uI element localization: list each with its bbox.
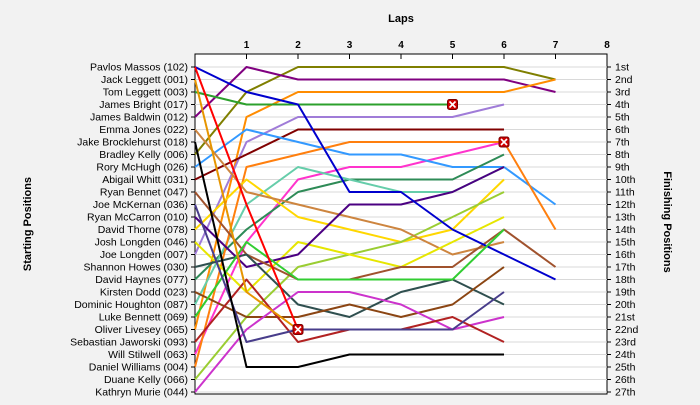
starting-position-label: Joe Longden (007): [100, 249, 188, 261]
series-line: [194, 204, 505, 343]
starting-position-label: Sebastian Jaworski (093): [70, 337, 188, 349]
series-line: [194, 66, 556, 156]
starting-position-label: Kirsten Dodd (023): [100, 287, 188, 299]
series-line: [194, 141, 557, 368]
x-tick-label: 4: [398, 40, 404, 51]
finishing-position-label: 12th: [615, 199, 636, 211]
series-line: [194, 66, 299, 330]
starting-position-label: Daniel Williams (004): [89, 362, 188, 374]
starting-position-label: James Bright (017): [99, 99, 188, 111]
right-axis-title: Finishing Positions: [661, 171, 673, 272]
finishing-position-label: 20th: [615, 299, 636, 311]
left-axis-title: Starting Positions: [22, 177, 34, 271]
x-axis-title: Laps: [388, 13, 414, 25]
series-line: [194, 128, 557, 206]
starting-position-label: Rory McHugh (026): [96, 162, 188, 174]
starting-position-label: Shannon Howes (030): [84, 262, 188, 274]
finishing-position-label: 26th: [615, 374, 636, 386]
dnf-markers: [292, 99, 510, 335]
series-line: [194, 66, 556, 118]
starting-position-label: David Haynes (077): [95, 274, 188, 286]
finishing-position-label: 15th: [615, 237, 636, 249]
series-line: [194, 103, 505, 255]
finishing-position-label: 7th: [615, 137, 630, 149]
series-lines: [194, 66, 557, 393]
finishing-position-label: 19th: [615, 287, 636, 299]
x-tick-label: 5: [450, 40, 456, 51]
series-line: [194, 128, 504, 181]
finishing-position-label: 10th: [615, 174, 636, 186]
starting-position-label: Jake Brocklehurst (018): [77, 137, 188, 149]
x-tick-label: 8: [604, 40, 610, 51]
series-line: [194, 78, 556, 330]
starting-position-label: Kathryn Murie (044): [95, 387, 188, 399]
series-line: [194, 191, 557, 281]
starting-position-label: Abigail Whitt (031): [102, 174, 188, 186]
starting-position-label: David Thorne (078): [98, 224, 188, 236]
series-line: [194, 166, 505, 268]
retired-marker: [292, 324, 304, 335]
x-tick-label: 2: [295, 40, 301, 51]
starting-position-label: Luke Bennett (069): [99, 312, 188, 324]
series-line: [194, 79, 299, 331]
finishing-position-label: 21st: [615, 312, 635, 324]
finishing-position-label: 13th: [615, 212, 636, 224]
finishing-position-label: 16th: [615, 249, 636, 261]
x-tick-label: 1: [244, 40, 250, 51]
starting-position-label: Ryan McCarron (010): [87, 212, 188, 224]
starting-position-label: Emma Jones (022): [99, 124, 188, 136]
finishing-position-label: 23rd: [615, 337, 636, 349]
starting-position-label: James Baldwin (012): [90, 112, 188, 124]
series-line: [194, 128, 505, 256]
series-line: [194, 141, 504, 368]
finishing-position-label: 5th: [615, 112, 630, 124]
finishing-position-label: 6th: [615, 124, 630, 136]
starting-position-label: Duane Kelly (066): [104, 374, 188, 386]
starting-position-label: Pavlos Massos (102): [90, 62, 188, 74]
retired-marker: [447, 99, 458, 110]
retired-marker: [498, 136, 510, 148]
finishing-position-label: 3rd: [615, 87, 630, 99]
finishing-position-label: 25th: [615, 362, 636, 374]
finishing-position-label: 4th: [615, 99, 630, 111]
finishing-position-label: 24th: [615, 349, 636, 361]
series-line: [194, 228, 505, 318]
finishing-position-label: 8th: [615, 149, 630, 161]
finishing-position-label: 11th: [615, 187, 635, 199]
starting-position-label: Josh Longden (046): [95, 237, 188, 249]
x-ticks: 1 2 3 4 5 6 7 8: [244, 40, 610, 59]
starting-position-label: Joe McKernan (036): [93, 199, 188, 211]
starting-position-label: Dominic Houghton (087): [74, 299, 188, 311]
finishing-position-label: 18th: [615, 274, 636, 286]
starting-position-label: Ryan Bennet (047): [100, 187, 188, 199]
starting-position-label: Bradley Kelly (006): [99, 149, 188, 161]
starting-position-label: Jack Leggett (001): [101, 74, 188, 86]
finishing-position-label: 27th: [615, 387, 636, 399]
finishing-position-label: 22nd: [615, 324, 639, 336]
starting-labels: Pavlos Massos (102)Jack Leggett (001)Tom…: [70, 62, 195, 399]
series-line: [194, 66, 556, 281]
x-tick-label: 7: [553, 40, 559, 51]
finishing-position-label: 2nd: [615, 74, 633, 86]
starting-position-label: Oliver Livesey (065): [95, 324, 188, 336]
x-tick-label: 6: [501, 40, 507, 51]
x-tick-label: 3: [347, 40, 353, 51]
finishing-position-label: 17th: [615, 262, 636, 274]
finishing-position-label: 9th: [615, 162, 630, 174]
series-line: [194, 91, 453, 106]
starting-position-label: Will Stilwell (063): [108, 349, 188, 361]
starting-position-label: Tom Leggett (003): [103, 87, 188, 99]
series-line: [194, 266, 505, 318]
finishing-position-label: 14th: [615, 224, 636, 236]
finishing-labels: 1st2nd3rd4th5th6th7th8th9th10th11th12th1…: [607, 62, 639, 399]
finishing-position-label: 1st: [615, 62, 629, 74]
